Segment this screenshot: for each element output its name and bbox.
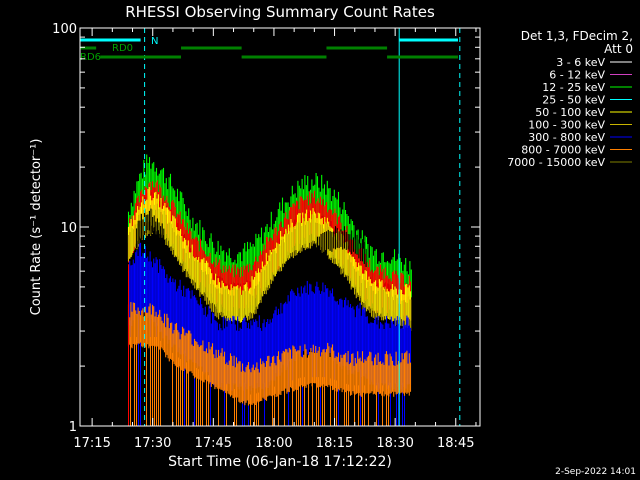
status-label-n: N (151, 36, 158, 47)
legend-label: 100 - 300 keV (528, 119, 605, 132)
legend-label: 50 - 100 keV (535, 106, 605, 119)
y-tick-label: 1 (69, 420, 77, 435)
footer-date: 2-Sep-2022 14:01 (555, 467, 636, 477)
status-label-rd6: RD6 (80, 52, 101, 63)
legend-label: 3 - 6 keV (556, 56, 605, 69)
legend-header-line-1: Det 1,3, FDecim 2, (521, 29, 633, 43)
legend-header-line-2: Att 0 (604, 42, 633, 56)
axes: 17:15 17:30 17:45 18:00 18:15 18:30 18:45 1 10 10… (52, 22, 480, 451)
x-tick-label: 17:15 (73, 436, 110, 451)
orange-drops (130, 337, 389, 426)
legend-label: 300 - 800 keV (528, 131, 605, 144)
x-tick-label: 18:45 (437, 436, 474, 451)
black-trace-2-series (309, 226, 367, 271)
plot-area: N RD0 RD6 (79, 28, 461, 426)
status-label-rd0: RD0 (112, 43, 133, 54)
x-tick-label: 17:45 (195, 436, 232, 451)
legend-label: 25 - 50 keV (542, 94, 605, 107)
legend-label: 12 - 25 keV (542, 81, 605, 94)
x-tick-label: 17:30 (134, 436, 171, 451)
legend-label: 6 - 12 keV (549, 69, 605, 82)
legend-label: 800 - 7000 keV (521, 144, 605, 157)
legend-label: 7000 - 15000 keV (507, 156, 605, 169)
y-axis-label: Count Rate (s⁻¹ detector⁻¹) (29, 139, 44, 316)
x-tick-label: 18:15 (316, 436, 353, 451)
y-tick-label: 10 (60, 221, 77, 236)
x-tick-label: 18:30 (376, 436, 413, 451)
x-tick-label: 18:00 (255, 436, 292, 451)
chart-title: RHESSI Observing Summary Count Rates (125, 3, 435, 21)
y-tick-label: 100 (52, 22, 77, 37)
x-axis-label: Start Time (06-Jan-18 17:12:22) (168, 454, 392, 470)
black-trace-series (136, 208, 165, 249)
